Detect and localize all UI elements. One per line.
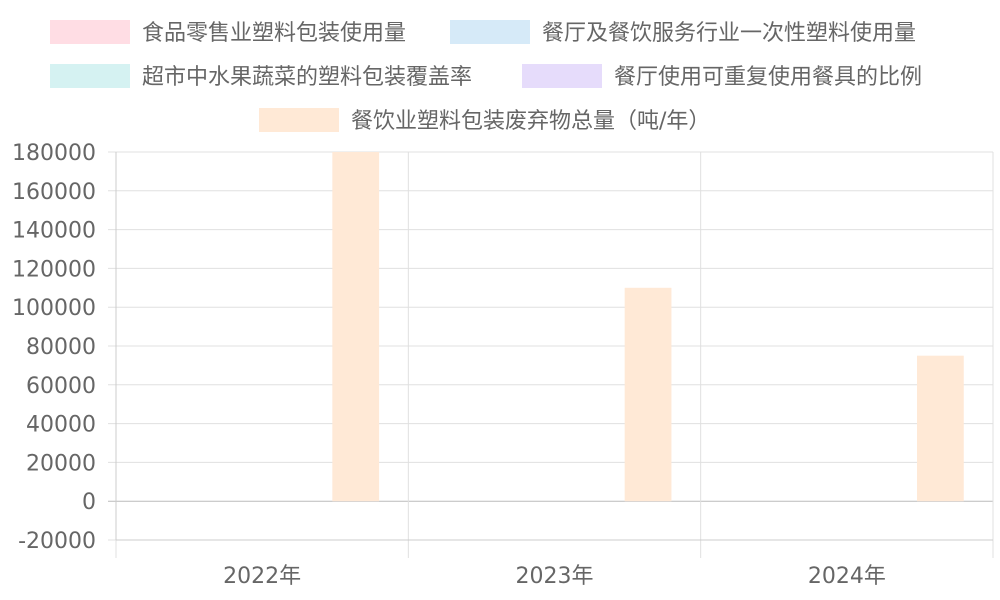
x-axis: 2022年 2023年 2024年 xyxy=(223,564,886,589)
bar[interactable] xyxy=(624,287,672,502)
bar[interactable] xyxy=(916,355,964,502)
x-tick-label: 2022年 xyxy=(223,564,301,589)
y-tick-label: 100000 xyxy=(12,296,96,321)
legend-swatch[interactable] xyxy=(50,20,130,44)
legend-swatch[interactable] xyxy=(50,64,130,88)
legend-label[interactable]: 餐厅使用可重复使用餐具的比例 xyxy=(614,65,922,90)
x-tick-label: 2023年 xyxy=(516,564,594,589)
y-tick-label: 180000 xyxy=(12,141,96,166)
legend-swatch[interactable] xyxy=(450,20,530,44)
y-tick-label: -20000 xyxy=(18,529,96,554)
grid xyxy=(108,151,994,558)
y-tick-label: 0 xyxy=(82,490,96,515)
bars xyxy=(332,152,964,502)
legend-label[interactable]: 餐厅及餐饮服务行业一次性塑料使用量 xyxy=(542,21,916,46)
legend-label[interactable]: 食品零售业塑料包装使用量 xyxy=(142,21,406,46)
y-tick-label: 80000 xyxy=(26,335,96,360)
legend: 食品零售业塑料包装使用量 餐厅及餐饮服务行业一次性塑料使用量超市中水果蔬菜的塑料包… xyxy=(50,20,922,134)
legend-label[interactable]: 超市中水果蔬菜的塑料包装覆盖率 xyxy=(142,65,472,90)
y-tick-label: 120000 xyxy=(12,257,96,282)
y-tick-label: 60000 xyxy=(26,374,96,399)
x-tick-label: 2024年 xyxy=(808,564,886,589)
y-axis: 180000 160000 140000 120000 100000 80000 60000… xyxy=(12,141,993,554)
y-tick-label: 140000 xyxy=(12,219,96,244)
y-tick-label: 20000 xyxy=(26,451,96,476)
bar[interactable] xyxy=(332,152,380,502)
legend-swatch[interactable] xyxy=(522,64,602,88)
y-tick-label: 40000 xyxy=(26,413,96,438)
y-tick-label: 160000 xyxy=(12,180,96,205)
legend-swatch[interactable] xyxy=(259,108,339,132)
legend-label[interactable]: 餐饮业塑料包装废弃物总量（吨/年） xyxy=(351,109,710,134)
